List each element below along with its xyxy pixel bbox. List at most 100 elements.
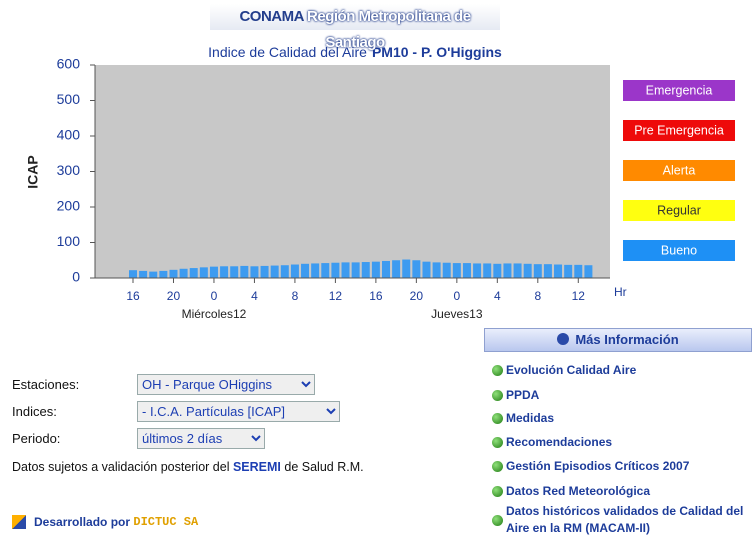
field-select[interactable]: OH - Parque OHiggins (137, 374, 315, 395)
bar (392, 260, 401, 278)
bar (564, 264, 573, 278)
bar (169, 269, 178, 278)
bar (412, 260, 421, 278)
info-link[interactable]: Gestión Episodios Críticos 2007 (492, 458, 747, 475)
x-tick-label: 8 (534, 289, 541, 303)
field-label: Periodo: (12, 431, 61, 446)
x-tick-label: 0 (211, 289, 218, 303)
field-select[interactable]: - I.C.A. Partículas [ICAP] (137, 401, 340, 422)
bar (179, 268, 188, 278)
plot-area (95, 65, 610, 278)
level-swatch (623, 160, 735, 181)
level-label: Alerta (663, 163, 696, 177)
info-link[interactable]: Evolución Calidad Aire (492, 362, 747, 379)
day-label: Jueves13 (431, 307, 483, 321)
info-link[interactable]: Medidas (492, 410, 747, 427)
link-text[interactable]: Evolución Calidad Aire (506, 363, 637, 377)
info-header: Más Información (484, 328, 752, 352)
note-emphasis: SEREMI (232, 460, 281, 474)
link-text[interactable]: Recomendaciones (506, 435, 613, 449)
note-text: Datos sujetos a validación posterior del (12, 460, 230, 474)
bar (159, 270, 168, 278)
info-link[interactable]: Datos históricos validados de Calidad de… (492, 503, 747, 537)
bar (209, 266, 218, 278)
bar (513, 263, 522, 278)
field-label: Estaciones: (12, 377, 80, 392)
bar (270, 265, 279, 278)
day-label: Miércoles12 (182, 307, 247, 321)
link-text[interactable]: Datos Red Meteorológica (506, 484, 651, 498)
bar (402, 259, 411, 278)
footer-brand: DICTUC SA (133, 515, 199, 529)
bar (432, 262, 441, 278)
level-label: Pre Emergencia (634, 123, 724, 137)
bar (361, 262, 370, 278)
bar (523, 263, 532, 278)
bar (129, 270, 137, 278)
bar (533, 264, 542, 278)
y-tick-label: 400 (57, 127, 81, 143)
link-icon (492, 461, 503, 472)
bar (351, 262, 360, 278)
bar (371, 261, 380, 278)
level-label: Emergencia (646, 83, 713, 97)
bar (240, 265, 249, 278)
link-text[interactable]: PPDA (506, 388, 540, 402)
bar (139, 270, 148, 278)
link-text[interactable]: Datos históricos validados de Calidad de… (506, 504, 744, 535)
bar (341, 262, 350, 278)
title-text: Indice de Calidad del Aire (208, 44, 367, 60)
bar (301, 263, 310, 278)
info-link[interactable]: PPDA (492, 387, 747, 404)
region: Región Metropolitana de Santiago (307, 8, 471, 51)
info-link[interactable]: Datos Red Meteorológica (492, 483, 747, 500)
bar (280, 265, 289, 278)
header: CONAMA Región Metropolitana de Santiago (210, 4, 500, 51)
bar (382, 260, 390, 278)
x-axis-label: Hr (614, 285, 627, 299)
info-title: Más Información (575, 332, 679, 347)
link-text[interactable]: Medidas (506, 411, 555, 425)
bar (554, 264, 563, 278)
chart-title: Indice de Calidad del Aire PM10 - P. O'Hi… (208, 44, 502, 60)
field-select[interactable]: últimos 2 días (137, 428, 265, 449)
bar (442, 262, 451, 278)
bar (473, 263, 482, 278)
bar (493, 263, 502, 278)
x-tick-label: 20 (410, 289, 424, 303)
x-tick-label: 12 (329, 289, 343, 303)
footer-text: Desarrollado por (34, 515, 131, 529)
link-icon (492, 486, 503, 497)
link-icon (492, 365, 503, 376)
info-link[interactable]: Recomendaciones (492, 434, 747, 451)
bar (199, 267, 208, 278)
info-icon (557, 333, 570, 345)
bar (483, 263, 492, 278)
x-tick-label: 0 (453, 289, 460, 303)
y-tick-label: 300 (57, 162, 81, 178)
bar (290, 264, 299, 278)
bar (230, 266, 239, 278)
x-tick-label: 16 (369, 289, 383, 303)
level-label: Bueno (661, 243, 697, 257)
y-axis-label: ICAP (25, 155, 41, 188)
level-label: Regular (657, 203, 701, 217)
y-tick-label: 100 (57, 233, 81, 249)
bar (574, 264, 583, 278)
bar (422, 261, 431, 278)
bar (189, 268, 198, 278)
level-swatch (623, 200, 735, 221)
x-tick-label: 8 (292, 289, 299, 303)
y-tick-label: 500 (57, 91, 81, 107)
chart: Indice de Calidad del Aire PM10 - P. O'Hi… (25, 44, 735, 321)
y-tick-label: 200 (57, 198, 81, 214)
link-text[interactable]: Gestión Episodios Críticos 2007 (506, 459, 690, 473)
footer: Desarrollado por DICTUC SA (12, 515, 198, 529)
y-tick-label: 600 (57, 56, 81, 72)
bar (321, 263, 330, 278)
level-swatch (623, 80, 735, 101)
title-emphasis: PM10 - P. O'Higgins (372, 44, 502, 60)
note-text: de Salud R.M. (284, 460, 364, 474)
bar (149, 271, 158, 278)
